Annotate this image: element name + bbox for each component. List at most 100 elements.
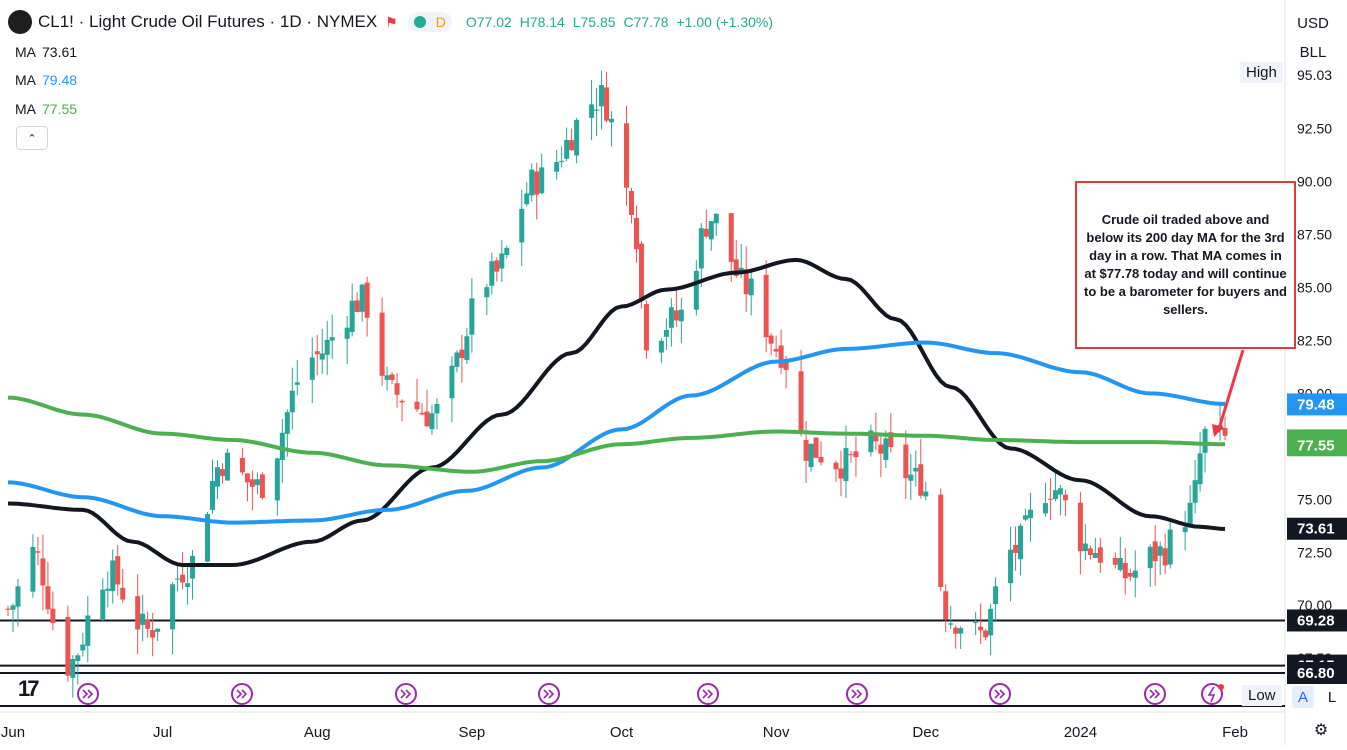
currency-button[interactable]: USD <box>1288 10 1338 36</box>
candle-body <box>838 468 844 479</box>
auto-scale-button[interactable]: A <box>1292 686 1314 708</box>
candle-body <box>594 109 600 111</box>
candle-body <box>778 345 784 368</box>
y-tick-label: 90.00 <box>1297 174 1332 190</box>
log-scale-button[interactable]: L <box>1327 688 1337 706</box>
unit-button[interactable]: BLL <box>1288 39 1338 65</box>
candle-body <box>259 474 265 498</box>
candle-body <box>658 340 664 353</box>
price-badge-label: 73.61 <box>1297 521 1335 538</box>
candle-body <box>1197 453 1203 485</box>
candle-body <box>254 479 260 486</box>
candle-body <box>988 608 994 636</box>
indicator-value: 73.61 <box>42 44 78 60</box>
candle-body <box>105 588 111 591</box>
x-tick-label: Feb <box>1222 724 1248 741</box>
flag-icon[interactable]: ⚑ <box>385 13 398 30</box>
indicator-ma-3[interactable]: MA 77.55 <box>15 101 77 117</box>
indicator-ma-1[interactable]: MA 73.61 <box>15 44 77 60</box>
candle-body <box>70 659 76 678</box>
symbol-title[interactable]: CL1! · Light Crude Oil Futures · 1D · NY… <box>38 12 378 31</box>
price-badge-label: 77.55 <box>1297 437 1335 454</box>
candle-body <box>469 298 475 335</box>
symbol-logo-icon <box>8 10 32 34</box>
candle-body <box>150 630 156 638</box>
x-tick-label: Oct <box>610 724 634 741</box>
candle-body <box>210 480 216 510</box>
candle-body <box>145 619 151 629</box>
candle-body <box>484 287 490 298</box>
indicator-ma-2[interactable]: MA 79.48 <box>15 72 77 88</box>
x-tick-label: Aug <box>304 724 331 741</box>
open-value: O77.02 <box>465 14 512 30</box>
candle-body <box>668 307 674 328</box>
y-tick-label: 72.50 <box>1297 544 1332 560</box>
candle-body <box>464 336 470 360</box>
candle-body <box>993 586 999 605</box>
candle-body <box>80 644 86 651</box>
candle-body <box>798 371 804 434</box>
candle-body <box>1087 548 1093 556</box>
tradingview-logo[interactable]: 17 <box>18 676 40 701</box>
x-tick-label: Nov <box>763 724 790 741</box>
candle-body <box>1042 503 1048 514</box>
candle-body <box>534 171 540 195</box>
market-status-pill[interactable]: D <box>407 12 452 32</box>
candle-body <box>748 278 754 296</box>
candle-body <box>673 310 679 321</box>
candle-body <box>768 335 774 344</box>
x-tick-label: Dec <box>912 724 939 741</box>
candle-body <box>140 613 146 625</box>
y-tick-label: 82.50 <box>1297 332 1332 348</box>
annotation-text: Crude oil traded above and below its 200… <box>1084 212 1287 317</box>
candle-body <box>1062 494 1068 501</box>
candle-body <box>244 473 250 483</box>
high-value: H78.14 <box>519 14 565 30</box>
candle-body <box>274 458 280 501</box>
candle-body <box>943 591 949 620</box>
event-marker-icon <box>1201 683 1223 705</box>
candle-body <box>175 578 181 580</box>
y-tick-label: 95.03 <box>1297 67 1332 83</box>
candle-body <box>574 120 580 156</box>
candle-body <box>1152 541 1158 562</box>
annotation-callout[interactable]: Crude oil traded above and below its 200… <box>1075 181 1296 349</box>
candle-body <box>833 462 839 470</box>
candle-body <box>803 439 809 461</box>
candle-body <box>1147 546 1153 569</box>
indicator-value: 79.48 <box>42 72 78 88</box>
candle-body <box>190 555 196 579</box>
candle-body <box>424 411 430 427</box>
candle-body <box>883 438 889 460</box>
candle-body <box>349 300 355 333</box>
candle-body <box>733 259 739 277</box>
annotation-arrowhead <box>1212 424 1224 437</box>
x-tick-label: 2024 <box>1064 724 1097 741</box>
candle-body <box>224 452 230 481</box>
candle-body <box>1127 572 1133 577</box>
candle-body <box>50 608 56 624</box>
candle-body <box>1028 509 1034 519</box>
price-badge-label: 66.80 <box>1297 665 1335 682</box>
price-badge <box>1287 393 1347 416</box>
candle-body <box>1202 428 1208 453</box>
candle-body <box>918 464 924 496</box>
candle-body <box>1162 548 1168 566</box>
price-badge <box>1287 434 1347 457</box>
candle-body <box>728 213 734 262</box>
candle-body <box>763 274 769 338</box>
candle-body <box>958 628 964 634</box>
price-badge <box>1287 662 1347 684</box>
gear-icon[interactable]: ⚙ <box>1313 722 1329 739</box>
candle-body <box>389 374 395 381</box>
candle-body <box>344 327 350 339</box>
candle-body <box>693 270 699 310</box>
candle-body <box>40 558 46 586</box>
candle-body <box>219 469 225 476</box>
collapse-indicators-button[interactable]: ⌃ <box>16 126 48 150</box>
candle-body <box>923 491 929 497</box>
chevron-up-icon: ⌃ <box>27 132 37 145</box>
candle-body <box>155 628 161 632</box>
